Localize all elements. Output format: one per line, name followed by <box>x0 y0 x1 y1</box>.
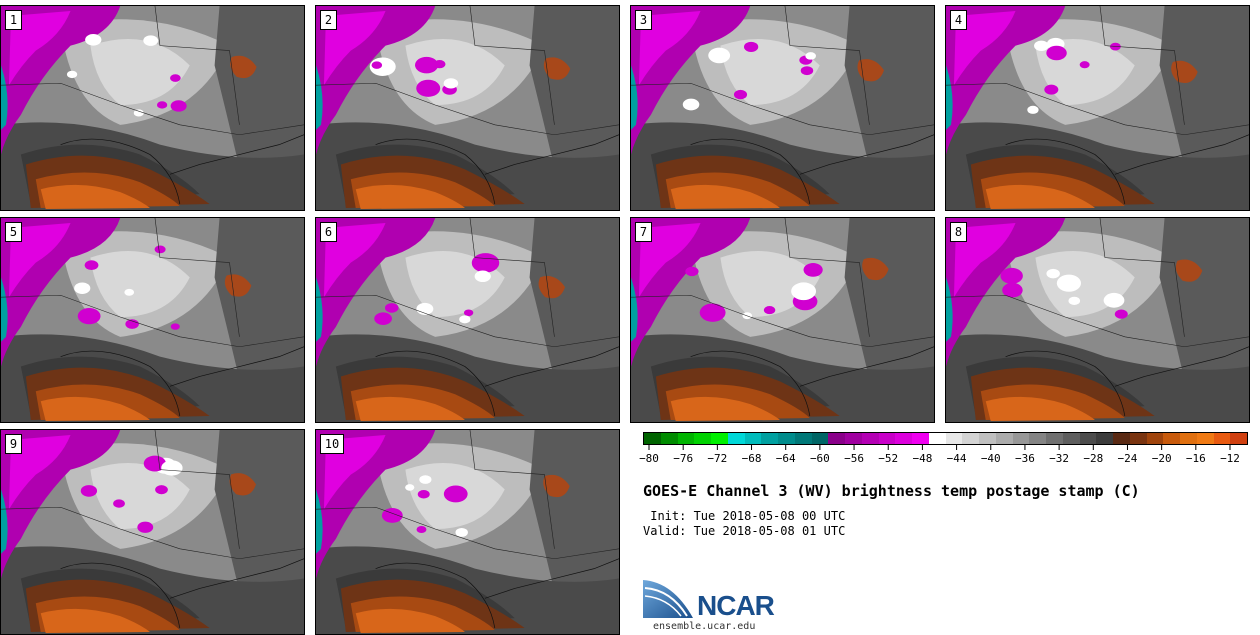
logo-text: NCAR <box>697 590 775 621</box>
colorbar-segment <box>1180 433 1197 444</box>
colorbar-segment <box>1062 433 1080 444</box>
colorbar-tick-label: −44 <box>946 452 967 465</box>
colorbar-segment <box>644 433 661 444</box>
stamp-panel-6: 6 <box>315 217 620 423</box>
colorbar-tick-label: −64 <box>775 452 796 465</box>
colorbar-segment <box>1113 433 1130 444</box>
colorbar-segment <box>1129 433 1147 444</box>
colorbar-tick-label: −40 <box>980 452 1001 465</box>
panel-number: 4 <box>950 10 967 30</box>
stamp-panel-8: 8 <box>945 217 1250 423</box>
colorbar-segment <box>711 433 728 444</box>
colorbar-segment <box>677 433 695 444</box>
colorbar <box>643 432 1248 445</box>
colorbar-segment <box>660 433 678 444</box>
colorbar-segment <box>1012 433 1030 444</box>
wv-imagery <box>316 218 619 422</box>
wv-imagery <box>316 6 619 210</box>
stamp-panel-4: 4 <box>945 5 1250 211</box>
colorbar-segment <box>1029 433 1046 444</box>
colorbar-tick-label: −60 <box>809 452 830 465</box>
colorbar-segment <box>895 433 912 444</box>
wv-imagery <box>631 6 934 210</box>
colorbar-segment <box>1146 433 1164 444</box>
colorbar-segment <box>1163 433 1180 444</box>
colorbar-tick-label: −68 <box>741 452 762 465</box>
colorbar-segment <box>845 433 862 444</box>
stamp-panel-5: 5 <box>0 217 305 423</box>
wv-imagery <box>946 218 1249 422</box>
colorbar-segment <box>744 433 762 444</box>
colorbar-segment <box>912 433 929 444</box>
colorbar-segment <box>778 433 795 444</box>
init-time: Init: Tue 2018-05-08 00 UTC <box>643 509 846 523</box>
colorbar-tick-label: −52 <box>878 452 899 465</box>
stamp-panel-7: 7 <box>630 217 935 423</box>
colorbar-tick-label: −48 <box>912 452 933 465</box>
colorbar-tick-label: −28 <box>1083 452 1104 465</box>
valid-time: Valid: Tue 2018-05-08 01 UTC <box>643 524 846 538</box>
panel-number: 3 <box>635 10 652 30</box>
wv-imagery <box>316 430 619 634</box>
colorbar-segment <box>794 433 812 444</box>
colorbar-segment <box>727 433 745 444</box>
colorbar-segment <box>1230 433 1247 444</box>
wv-imagery <box>631 218 934 422</box>
colorbar-segment <box>1079 433 1097 444</box>
wv-imagery <box>946 6 1249 210</box>
colorbar-tick-label: −80 <box>639 452 659 465</box>
colorbar-segment <box>1096 433 1113 444</box>
colorbar-tick-label: −36 <box>1015 452 1035 465</box>
panel-number: 10 <box>320 434 344 454</box>
panel-number: 8 <box>950 222 967 242</box>
colorbar-segment <box>1213 433 1231 444</box>
wv-imagery <box>1 6 304 210</box>
colorbar-segment <box>861 433 879 444</box>
panel-number: 1 <box>5 10 22 30</box>
colorbar-segment <box>811 433 829 444</box>
colorbar-segment <box>979 433 996 444</box>
ncar-logo <box>643 580 693 618</box>
colorbar-segment <box>962 433 979 444</box>
colorbar-segment <box>761 433 778 444</box>
stamp-panel-9: 9 <box>0 429 305 635</box>
panel-number: 6 <box>320 222 337 242</box>
colorbar-tick-label: −72 <box>707 452 728 465</box>
colorbar-tick-label: −20 <box>1151 452 1172 465</box>
stamp-panel-2: 2 <box>315 5 620 211</box>
colorbar-tick-label: −16 <box>1185 452 1206 465</box>
colorbar-segment <box>995 433 1013 444</box>
panel-number: 2 <box>320 10 337 30</box>
colorbar-segment <box>1046 433 1063 444</box>
colorbar-tick-label: −32 <box>1049 452 1070 465</box>
stamp-panel-3: 3 <box>630 5 935 211</box>
source-url: ensemble.ucar.edu <box>653 621 756 632</box>
colorbar-ticks: −80 −76 −72 −68 −64 −60 −56 −52 −48 −44 −40 −36 −32−… <box>639 452 1248 466</box>
colorbar-segment <box>945 433 963 444</box>
colorbar-segment <box>1196 433 1214 444</box>
colorbar-tick-label: −24 <box>1117 452 1138 465</box>
stamp-panel-10: 10 <box>315 429 620 635</box>
colorbar-segment <box>878 433 896 444</box>
stamp-panel-1: 1 <box>0 5 305 211</box>
colorbar-tick-label: −76 <box>673 452 694 465</box>
colorbar-segment <box>694 433 711 444</box>
colorbar-tick-label: −12 <box>1220 452 1240 465</box>
colorbar-segment <box>828 433 845 444</box>
panel-number: 5 <box>5 222 22 242</box>
figure-title: GOES-E Channel 3 (WV) brightness temp po… <box>643 482 1140 500</box>
colorbar-tick-label: −56 <box>844 452 864 465</box>
wv-imagery <box>1 430 304 634</box>
panel-number: 7 <box>635 222 652 242</box>
panel-number: 9 <box>5 434 22 454</box>
wv-imagery <box>1 218 304 422</box>
colorbar-tickmarks <box>648 444 1231 450</box>
colorbar-segment <box>928 433 946 444</box>
